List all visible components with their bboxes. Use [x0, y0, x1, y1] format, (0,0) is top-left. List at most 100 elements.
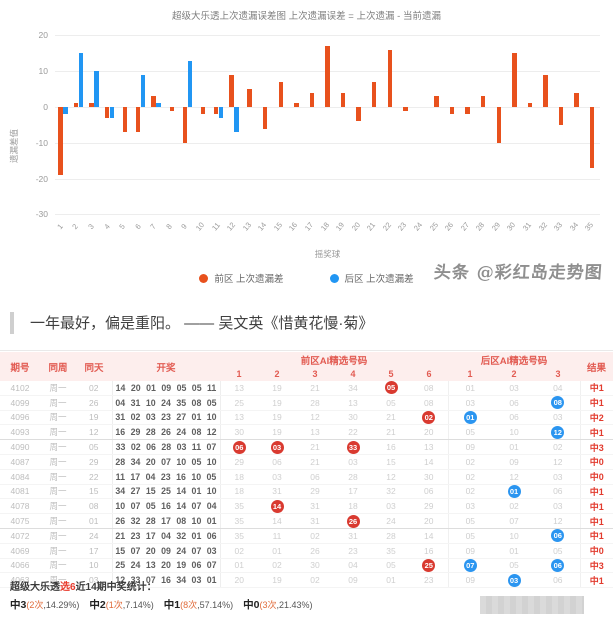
y-tick-label: -10 [35, 137, 48, 148]
x-tick-label: 26 [442, 220, 456, 233]
cell-front-ai-3: 13 [296, 424, 334, 441]
cell-draw: 10 07 05 16 14 07 04 [111, 498, 221, 515]
front-hit-ball: 14 [270, 499, 284, 513]
cell-same-week: 周一 [40, 439, 76, 455]
subcol-front-2: 2 [258, 367, 296, 381]
x-tick-label: 35 [583, 220, 596, 233]
cell-back-ai-2: 07 [492, 513, 537, 529]
bar-front-12 [229, 74, 234, 107]
subcol-back-2: 2 [492, 367, 537, 381]
cell-same-day: 08 [76, 498, 112, 515]
col-header-same-day: 同天 [76, 352, 112, 381]
y-tick-label: -20 [35, 173, 48, 184]
cell-front-ai-5: 24 [372, 513, 410, 529]
back-legend-dot-icon [329, 273, 339, 283]
lottery-table-section: 期号 同周 同天 开奖 前区AI精选号码 后区AI精选号码 结果 1 2 3 4 5 6 1 2 3 4102 周… [0, 352, 613, 589]
subcol-back-1: 1 [448, 367, 493, 381]
subcol-front-6: 6 [410, 367, 449, 381]
cell-front-ai-1: 35 [220, 513, 258, 529]
cell-back-ai-3: 02 [536, 439, 581, 455]
bar-front-5 [122, 107, 128, 133]
gridline [55, 142, 600, 144]
cell-front-ai-4: 30 [334, 410, 372, 426]
cell-front-ai-1: 02 [220, 543, 258, 559]
legend-item-back: 后区 上次遗漏差 [329, 271, 414, 285]
cell-front-ai-1: 35 [220, 528, 258, 544]
stat-item-中1: 中1(8次,57.14%) [164, 599, 233, 611]
subcol-front-1: 1 [220, 367, 258, 381]
cell-same-day: 03 [76, 572, 112, 589]
cell-same-day: 19 [76, 410, 112, 426]
bar-front-13 [247, 89, 252, 107]
cell-result: 中2 [579, 410, 613, 426]
cell-front-ai-4: 33 [334, 439, 372, 455]
cell-front-ai-5: 15 [372, 454, 410, 470]
table-row: 4102 周一 02 14 20 01 09 05 05 11 13 19 21 34 05 08… [0, 381, 613, 396]
cell-issue: 4090 [0, 439, 40, 455]
cell-front-ai-3: 02 [296, 572, 334, 589]
cell-back-ai-1: 02 [447, 469, 493, 485]
table-row: 4081 周一 15 34 27 15 25 14 01 10 18 31 29 17 32 06… [0, 484, 613, 500]
bar-back-4 [109, 107, 115, 118]
cell-draw: 26 32 28 17 08 10 01 [111, 513, 221, 529]
x-tick-label: 15 [271, 220, 284, 233]
back-legend-label: 后区 上次遗漏差 [344, 274, 414, 285]
cell-front-ai-6: 13 [410, 439, 449, 455]
cell-front-ai-1: 29 [220, 454, 258, 470]
bar-front-28 [480, 96, 486, 107]
cell-same-week: 周一 [40, 395, 76, 411]
cell-result: 中1 [579, 513, 613, 529]
cell-front-ai-1: 35 [220, 498, 258, 515]
cell-back-ai-1: 07 [447, 558, 493, 574]
back-hit-ball: 01 [463, 410, 477, 424]
x-tick-label: 1 [55, 222, 65, 231]
cell-front-ai-5: 32 [372, 484, 410, 500]
cell-front-ai-5: 05 [372, 395, 410, 411]
cell-front-ai-4: 22 [334, 424, 372, 441]
gridline [55, 214, 600, 216]
bar-front-3 [89, 103, 94, 107]
cell-same-day: 05 [76, 439, 112, 455]
stat-item-中3: 中3(2次,14.29%) [10, 599, 79, 611]
x-tick-label: 2 [70, 222, 81, 231]
omission-error-chart: 超级大乐透上次遗漏误差图 上次遗漏误差 = 上次遗漏 - 当前遗漏 遗漏差值 2… [0, 0, 613, 300]
cell-front-ai-2: 02 [258, 558, 296, 574]
cell-front-ai-2: 14 [258, 513, 296, 529]
cell-front-ai-4: 09 [334, 572, 372, 589]
bar-front-15 [278, 81, 283, 107]
back-hit-ball: 08 [551, 396, 565, 410]
cell-back-ai-3: 04 [536, 381, 581, 396]
cell-front-ai-1: 18 [220, 469, 258, 485]
table-row: 4066 周一 10 25 24 13 20 19 06 07 01 02 30 04 05 25… [0, 558, 613, 574]
cell-front-ai-1: 20 [220, 572, 258, 589]
stat-count: (8次 [180, 600, 198, 610]
x-tick-label: 9 [179, 222, 190, 231]
cell-back-ai-1: 09 [447, 439, 493, 455]
cell-back-ai-3: 06 [536, 572, 581, 589]
bar-back-11 [218, 107, 224, 118]
cell-issue: 4069 [0, 543, 40, 559]
cell-back-ai-2: 01 [492, 543, 537, 559]
x-tick-label: 17 [302, 220, 316, 233]
stat-count: (2次 [26, 600, 44, 610]
cell-front-ai-6: 16 [410, 543, 449, 559]
stat-percentage: ,21.43%) [276, 600, 313, 610]
back-hit-ball: 12 [551, 425, 565, 439]
cell-same-week: 周一 [40, 558, 76, 574]
cell-draw: 12 33 07 16 34 03 01 [111, 572, 221, 589]
bar-front-1 [58, 107, 63, 175]
bar-front-22 [387, 49, 392, 107]
bar-front-34 [574, 92, 579, 107]
cell-front-ai-3: 31 [296, 513, 334, 529]
cell-front-ai-6: 20 [410, 513, 449, 529]
cell-issue: 4063 [0, 572, 40, 589]
x-tick-label: 7 [148, 222, 158, 231]
cell-front-ai-1: 06 [220, 439, 258, 455]
x-tick-label: 22 [380, 220, 393, 233]
cell-front-ai-1: 13 [220, 410, 258, 426]
cell-front-ai-4: 18 [334, 498, 372, 515]
x-tick-label: 14 [256, 220, 269, 233]
col-header-draw: 开奖 [112, 352, 220, 381]
y-tick-label: 0 [43, 102, 48, 112]
cell-front-ai-3: 21 [296, 439, 334, 455]
